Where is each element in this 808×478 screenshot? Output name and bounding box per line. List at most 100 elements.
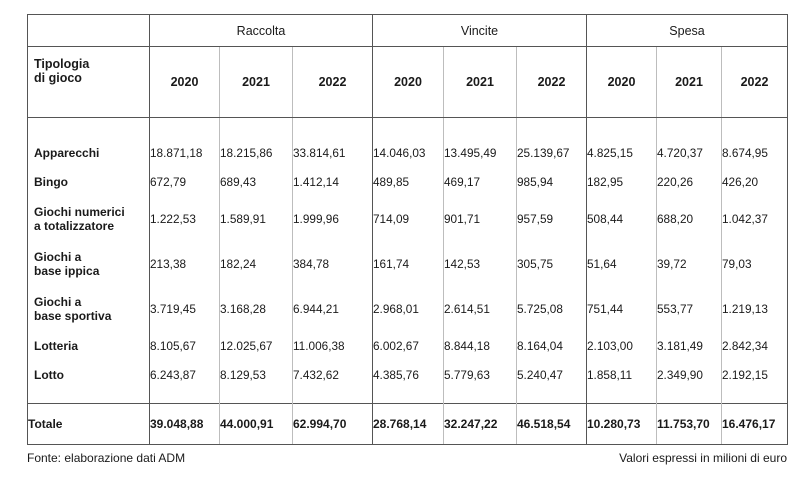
- table-cell: 8.164,04: [516, 331, 587, 360]
- table-row: Bingo 672,79 689,43 1.412,14 489,85 469,17 985…: [27, 167, 789, 196]
- table-cell: 11.006,38: [292, 331, 373, 360]
- table-cell: 3.168,28: [219, 286, 293, 331]
- table-cell: 2.842,34: [720, 331, 789, 360]
- table-cell: 8.674,95: [720, 138, 789, 167]
- table-cell: 5.240,47: [516, 360, 587, 389]
- year-header: 2020: [149, 46, 220, 118]
- table-cell: 6.944,21: [292, 286, 373, 331]
- row-label: Giochi a base ippica: [27, 241, 150, 286]
- table-cell: 672,79: [149, 167, 220, 196]
- table-cell: 1.219,13: [720, 286, 789, 331]
- group-header-vincite: Vincite: [372, 14, 587, 47]
- table-cell: 4.385,76: [372, 360, 444, 389]
- table-cell: 901,71: [443, 196, 517, 241]
- table-cell: 220,26: [656, 167, 722, 196]
- total-row: Totale 39.048,88 44.000,91 62.994,70 28.…: [27, 403, 789, 445]
- table-cell: 4.825,15: [586, 138, 657, 167]
- table-cell: 714,09: [372, 196, 444, 241]
- table-cell: 79,03: [720, 241, 789, 286]
- table-cell: 18.871,18: [149, 138, 220, 167]
- table-cell: 182,95: [586, 167, 657, 196]
- table-cell: 5.779,63: [443, 360, 517, 389]
- row-label: Lotteria: [27, 331, 150, 360]
- row-label: Lotto: [27, 360, 150, 389]
- table-row: Apparecchi 18.871,18 18.215,86 33.814,61 14.…: [27, 138, 789, 167]
- year-header: 2021: [219, 46, 293, 118]
- table-row: Giochi numerici a totalizzatore 1.222,53 1.…: [27, 196, 789, 241]
- year-header: 2022: [720, 46, 789, 118]
- table-cell: 553,77: [656, 286, 722, 331]
- table-cell: 957,59: [516, 196, 587, 241]
- table-cell: 3.719,45: [149, 286, 220, 331]
- total-cell: 28.768,14: [372, 403, 444, 445]
- total-cell: 11.753,70: [656, 403, 722, 445]
- total-cell: 39.048,88: [149, 403, 220, 445]
- group-header-row: Raccolta Vincite Spesa: [27, 14, 789, 47]
- year-header: 2021: [443, 46, 517, 118]
- table-cell: 13.495,49: [443, 138, 517, 167]
- table-cell: 2.968,01: [372, 286, 444, 331]
- table-cell: 689,43: [219, 167, 293, 196]
- total-cell: 46.518,54: [516, 403, 587, 445]
- table-cell: 6.002,67: [372, 331, 444, 360]
- table-cell: 1.042,37: [720, 196, 789, 241]
- table-cell: 14.046,03: [372, 138, 444, 167]
- total-cell: 32.247,22: [443, 403, 517, 445]
- table-cell: 4.720,37: [656, 138, 722, 167]
- empty-corner-cell: [27, 14, 150, 47]
- table-row: Lotteria 8.105,67 12.025,67 11.006,38 6.002,…: [27, 331, 789, 360]
- table-cell: 2.349,90: [656, 360, 722, 389]
- total-label: Totale: [27, 403, 150, 445]
- row-label: Giochi a base sportiva: [27, 286, 150, 331]
- source-note: Fonte: elaborazione dati ADM: [27, 451, 186, 465]
- table-cell: 469,17: [443, 167, 517, 196]
- table-cell: 25.139,67: [516, 138, 587, 167]
- table-cell: 3.181,49: [656, 331, 722, 360]
- table-cell: 7.432,62: [292, 360, 373, 389]
- year-header-row: Tipologia di gioco 2020 2021 2022 2020 20…: [27, 46, 789, 118]
- table-cell: 1.999,96: [292, 196, 373, 241]
- group-header-spesa: Spesa: [586, 14, 789, 47]
- table-cell: 12.025,67: [219, 331, 293, 360]
- year-header: 2022: [516, 46, 587, 118]
- unit-note: Valori espressi in milioni di euro: [619, 451, 787, 465]
- table-cell: 508,44: [586, 196, 657, 241]
- gaming-data-table: Raccolta Vincite Spesa Tipologia di gioco…: [27, 14, 789, 445]
- table-row: Giochi a base sportiva 3.719,45 3.168,28 6.9…: [27, 286, 789, 331]
- total-cell: 44.000,91: [219, 403, 293, 445]
- row-label: Giochi numerici a totalizzatore: [27, 196, 150, 241]
- table-cell: 489,85: [372, 167, 444, 196]
- year-header: 2020: [586, 46, 657, 118]
- table-cell: 8.844,18: [443, 331, 517, 360]
- table-cell: 1.412,14: [292, 167, 373, 196]
- table-cell: 688,20: [656, 196, 722, 241]
- table-cell: 33.814,61: [292, 138, 373, 167]
- spacer-row: [27, 389, 789, 404]
- table-cell: 142,53: [443, 241, 517, 286]
- table-body: Apparecchi 18.871,18 18.215,86 33.814,61 14.…: [27, 117, 789, 404]
- year-header: 2022: [292, 46, 373, 118]
- table-cell: 5.725,08: [516, 286, 587, 331]
- table-cell: 2.192,15: [720, 360, 789, 389]
- row-label: Bingo: [27, 167, 150, 196]
- table-cell: 51,64: [586, 241, 657, 286]
- table-cell: 161,74: [372, 241, 444, 286]
- total-cell: 10.280,73: [586, 403, 657, 445]
- table-cell: 1.858,11: [586, 360, 657, 389]
- table-cell: 1.222,53: [149, 196, 220, 241]
- table-cell: 39,72: [656, 241, 722, 286]
- row-label-header-text: Tipologia di gioco: [34, 57, 90, 85]
- group-header-raccolta: Raccolta: [149, 14, 373, 47]
- year-header: 2021: [656, 46, 722, 118]
- table-cell: 305,75: [516, 241, 587, 286]
- table-row: Lotto 6.243,87 8.129,53 7.432,62 4.385,76 5.7…: [27, 360, 789, 389]
- total-cell: 62.994,70: [292, 403, 373, 445]
- year-header: 2020: [372, 46, 444, 118]
- table-cell: 213,38: [149, 241, 220, 286]
- table-cell: 182,24: [219, 241, 293, 286]
- table-cell: 426,20: [720, 167, 789, 196]
- table-row: Giochi a base ippica 213,38 182,24 384,78 161…: [27, 241, 789, 286]
- spacer-row: [27, 117, 789, 138]
- table-cell: 2.103,00: [586, 331, 657, 360]
- row-label-header: Tipologia di gioco: [27, 46, 150, 118]
